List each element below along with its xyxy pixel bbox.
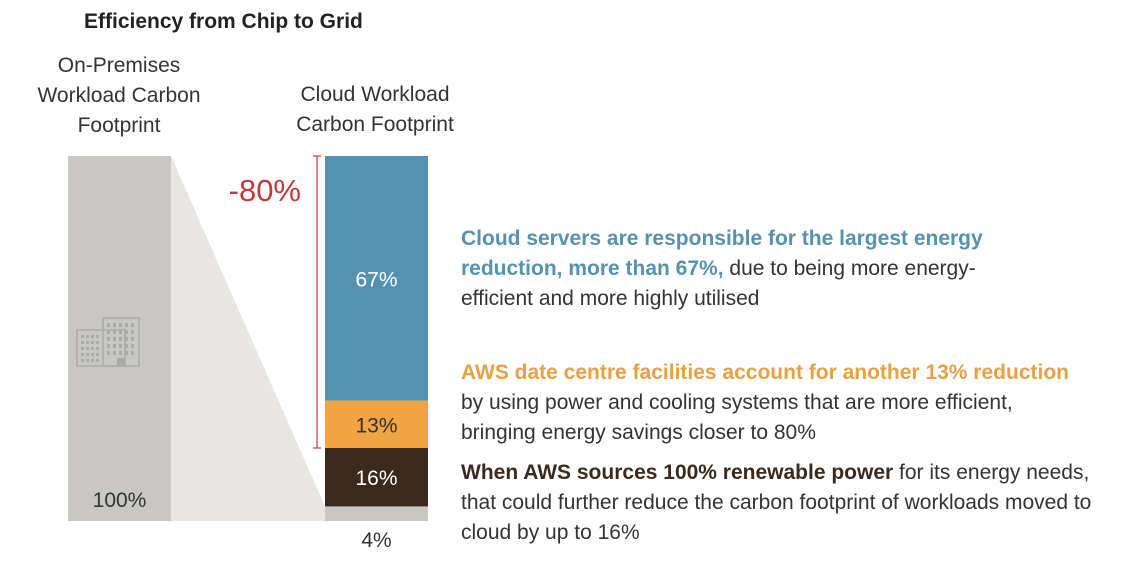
cloud-label-line-1: Cloud Workload bbox=[300, 83, 450, 106]
building-icon bbox=[76, 317, 140, 367]
cloud-segment-label-0: 4% bbox=[361, 529, 391, 552]
cloud-segment-label-3: 67% bbox=[355, 268, 397, 291]
renewable-annotation: When AWS sources 100% renewable power fo… bbox=[461, 458, 1111, 548]
servers-annotation: Cloud servers are responsible for the la… bbox=[461, 224, 1021, 314]
facilities-annotation-highlight: AWS date centre facilities account for a… bbox=[461, 361, 1069, 384]
onprem-label-line-1: On-Premises bbox=[57, 54, 181, 77]
chart-title: Efficiency from Chip to Grid bbox=[84, 10, 363, 33]
onprem-label-line-3: Footprint bbox=[77, 114, 161, 137]
funnel-connector bbox=[171, 156, 325, 521]
reduction-bracket bbox=[313, 155, 321, 449]
cloud-label-line-2: Carbon Footprint bbox=[296, 113, 454, 136]
renewable-annotation-highlight: When AWS sources 100% renewable power bbox=[461, 461, 894, 484]
facilities-annotation-text: by using power and cooling systems that … bbox=[461, 391, 1013, 444]
reduction-label: -80% bbox=[229, 173, 301, 208]
servers-annotation-highlight: Cloud servers are responsible for the la… bbox=[461, 227, 983, 280]
cloud-segment-label-1: 16% bbox=[355, 467, 397, 490]
onprem-column-label: On-Premises Workload Carbon Footprint bbox=[14, 51, 224, 141]
cloud-segment-3 bbox=[325, 156, 428, 401]
facilities-annotation: AWS date centre facilities account for a… bbox=[461, 358, 1081, 448]
renewable-annotation-text: for its energy needs, that could further… bbox=[461, 461, 1092, 544]
cloud-segment-1 bbox=[325, 448, 428, 507]
cloud-segment-label-2: 13% bbox=[355, 414, 397, 437]
cloud-segment-0 bbox=[325, 506, 428, 521]
onprem-label-line-2: Workload Carbon bbox=[37, 84, 201, 107]
onprem-bar-label: 100% bbox=[93, 489, 147, 512]
cloud-segment-2 bbox=[325, 400, 428, 448]
cloud-column-label: Cloud Workload Carbon Footprint bbox=[265, 80, 485, 140]
cloud-bar: 4% 16% 13% 67% bbox=[325, 156, 428, 552]
servers-annotation-text: due to being more energy-efficient and m… bbox=[461, 257, 976, 310]
